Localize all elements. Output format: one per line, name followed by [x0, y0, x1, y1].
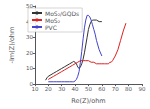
- svg-text:0: 0: [29, 81, 33, 88]
- svg-text:50: 50: [25, 3, 33, 9]
- svg-text:MoS₂/GQDs: MoS₂/GQDs: [45, 10, 79, 17]
- svg-text:30: 30: [58, 86, 65, 92]
- svg-text:MoS₂: MoS₂: [45, 17, 61, 24]
- svg-text:80: 80: [125, 86, 132, 92]
- svg-text:10: 10: [26, 65, 33, 71]
- svg-text:60: 60: [98, 86, 105, 92]
- svg-text:Re(Z)/ohm: Re(Z)/ohm: [71, 97, 105, 105]
- svg-text:90: 90: [139, 86, 146, 92]
- svg-text:10: 10: [31, 86, 38, 92]
- svg-text:20: 20: [45, 86, 52, 92]
- svg-text:40: 40: [72, 86, 79, 92]
- svg-text:30: 30: [26, 34, 33, 40]
- svg-text:PVC: PVC: [45, 24, 57, 31]
- svg-text:70: 70: [112, 86, 119, 92]
- svg-text:50: 50: [85, 86, 92, 92]
- svg-text:20: 20: [26, 50, 33, 56]
- svg-text:-Im(Z)/ohm: -Im(Z)/ohm: [8, 27, 16, 64]
